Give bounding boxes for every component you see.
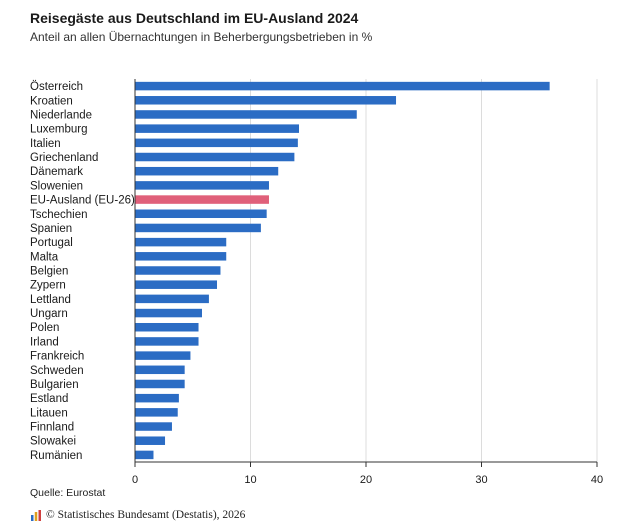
bar [135, 266, 221, 275]
x-tick-label: 30 [475, 474, 487, 486]
bar [135, 209, 267, 219]
bar [135, 422, 172, 431]
bar [135, 393, 179, 403]
destatis-logo-icon [31, 509, 41, 521]
bar [135, 337, 199, 346]
category-label: Dänemark [30, 166, 83, 178]
chart-title: Reisegäste aus Deutschland im EU-Ausland… [30, 10, 359, 26]
bar [135, 450, 154, 460]
category-label: Tschechien [30, 209, 88, 221]
category-labels: Österreich Kroatien Niederlande Luxemburg It… [30, 81, 135, 462]
category-label: Bulgarien [30, 379, 79, 391]
category-label: Österreich [30, 81, 83, 93]
bar [135, 195, 269, 204]
bar [135, 308, 202, 318]
source-note: Quelle: Eurostat [30, 487, 106, 499]
category-label: Slowakei [30, 436, 76, 448]
bar [135, 181, 269, 190]
chart-subtitle: Anteil an allen Übernachtungen in Beherb… [30, 30, 373, 44]
category-label: Polen [30, 322, 59, 334]
category-label: Slowenien [30, 180, 83, 192]
bar [135, 166, 279, 176]
bar [135, 294, 209, 304]
bar [135, 81, 550, 91]
category-label: Litauen [30, 407, 68, 419]
bar [135, 322, 199, 332]
bar [135, 124, 300, 133]
category-label: Kroatien [30, 95, 73, 107]
bar [135, 110, 357, 119]
category-label: Luxemburg [30, 124, 88, 136]
category-label: Zypern [30, 280, 66, 292]
bars [135, 81, 550, 460]
copyright-text: © Statistisches Bundesamt (Destatis), 20… [46, 509, 246, 521]
x-tick-label: 40 [591, 474, 603, 486]
category-label: Finnland [30, 422, 74, 434]
x-tick-label: 20 [360, 474, 372, 486]
tick-labels: 0 10 20 30 40 [132, 462, 603, 486]
bar [135, 237, 227, 247]
category-label: Spanien [30, 223, 72, 235]
bar [135, 223, 261, 233]
category-label: Irland [30, 336, 59, 348]
bar [135, 436, 166, 445]
category-label: Belgien [30, 266, 68, 278]
bar [135, 351, 191, 360]
grid-lines [250, 79, 598, 462]
category-label: EU-Ausland (EU-26) [30, 195, 135, 207]
bar [135, 365, 185, 375]
footer: © Statistisches Bundesamt (Destatis), 20… [30, 509, 245, 521]
bar [135, 138, 298, 148]
bar [135, 252, 227, 261]
category-label: Griechenland [30, 152, 98, 164]
category-label: Lettland [30, 294, 71, 306]
category-label: Portugal [30, 237, 73, 249]
x-tick-label: 0 [132, 474, 138, 486]
bar [135, 280, 218, 289]
bar [135, 96, 397, 105]
category-label: Ungarn [30, 308, 68, 320]
category-label: Malta [30, 251, 59, 263]
bar [135, 152, 295, 162]
category-label: Frankreich [30, 351, 84, 363]
category-label: Schweden [30, 365, 84, 377]
bar [135, 408, 178, 417]
category-label: Italien [30, 138, 61, 150]
x-tick-label: 10 [244, 474, 256, 486]
bar [135, 379, 185, 389]
category-label: Niederlande [30, 109, 92, 121]
category-label: Rumänien [30, 450, 82, 462]
category-label: Estland [30, 393, 68, 405]
